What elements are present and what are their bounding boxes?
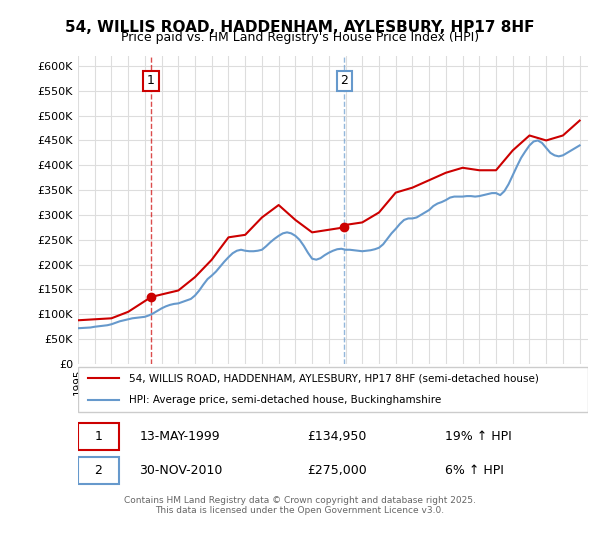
Text: Price paid vs. HM Land Registry's House Price Index (HPI): Price paid vs. HM Land Registry's House … — [121, 31, 479, 44]
Text: 6% ↑ HPI: 6% ↑ HPI — [445, 464, 504, 477]
Text: 1: 1 — [94, 430, 103, 444]
Text: 54, WILLIS ROAD, HADDENHAM, AYLESBURY, HP17 8HF: 54, WILLIS ROAD, HADDENHAM, AYLESBURY, H… — [65, 20, 535, 35]
Text: 13-MAY-1999: 13-MAY-1999 — [139, 430, 220, 444]
FancyBboxPatch shape — [78, 457, 119, 484]
Text: 30-NOV-2010: 30-NOV-2010 — [139, 464, 223, 477]
Text: 1: 1 — [147, 74, 155, 87]
Text: 19% ↑ HPI: 19% ↑ HPI — [445, 430, 512, 444]
Text: £275,000: £275,000 — [308, 464, 367, 477]
Text: Contains HM Land Registry data © Crown copyright and database right 2025.
This d: Contains HM Land Registry data © Crown c… — [124, 496, 476, 515]
FancyBboxPatch shape — [78, 423, 119, 450]
Text: 54, WILLIS ROAD, HADDENHAM, AYLESBURY, HP17 8HF (semi-detached house): 54, WILLIS ROAD, HADDENHAM, AYLESBURY, H… — [129, 373, 539, 383]
Text: HPI: Average price, semi-detached house, Buckinghamshire: HPI: Average price, semi-detached house,… — [129, 395, 441, 405]
Text: £134,950: £134,950 — [308, 430, 367, 444]
FancyBboxPatch shape — [78, 366, 588, 412]
Text: 2: 2 — [340, 74, 348, 87]
Text: 2: 2 — [94, 464, 103, 477]
